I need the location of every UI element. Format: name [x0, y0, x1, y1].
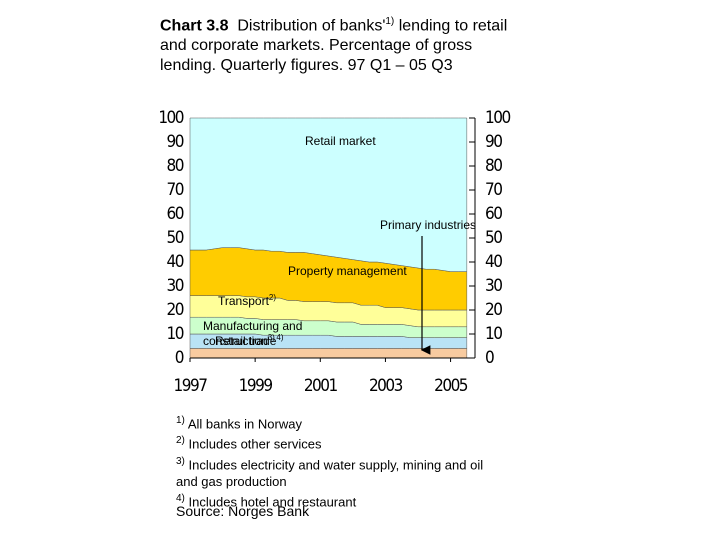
footnote-mark: 2) [176, 435, 185, 447]
footnote-mark: 1) [176, 415, 185, 426]
series-note: 2) [269, 293, 276, 302]
series-label: Retail market [305, 134, 376, 148]
footnote: 1) All banks in Norway [176, 412, 506, 432]
title-note: 1) [385, 16, 395, 27]
y2-tick-label: 10 [485, 324, 502, 344]
series-name: Property management [288, 264, 407, 278]
y-tick-label: 20 [167, 300, 184, 320]
series-note: 3) [268, 333, 275, 342]
y2-tick-label: 20 [485, 300, 502, 320]
x-tick-label: 2001 [304, 376, 338, 396]
y-tick-label: 0 [175, 348, 184, 368]
plot [189, 117, 468, 359]
series-name: Transport [218, 294, 270, 308]
series-label: Retail trade4) [215, 333, 284, 348]
footnote-text: Includes other services [188, 436, 322, 452]
series-label: Manufacturing and construction3) [203, 319, 302, 348]
y2-tick-label: 50 [485, 228, 502, 248]
footnotes: 1) All banks in Norway 2) Includes other … [176, 412, 506, 510]
y-tick-label: 100 [158, 108, 183, 128]
y2-tick-label: 100 [485, 108, 510, 128]
series-note: 4) [276, 333, 283, 342]
y-tick-label: 50 [167, 228, 184, 248]
x-tick-label: 1997 [174, 376, 208, 396]
x-tick-label: 2005 [434, 376, 468, 396]
source: Source: Norges Bank [176, 503, 310, 519]
series-name: Manufacturing and [203, 319, 302, 333]
x-tick-label: 1999 [239, 376, 273, 396]
series-name: Retail market [305, 134, 376, 148]
y-tick-label: 40 [167, 252, 184, 272]
y2-tick-label: 80 [485, 156, 502, 176]
y2-tick-label: 0 [485, 348, 494, 368]
area [189, 117, 468, 272]
footnote: 3) Includes electricity and water supply… [176, 453, 506, 490]
y-tick-label: 10 [167, 324, 184, 344]
footnote: 4) Includes hotel and restaurant [176, 490, 506, 510]
series-name: Primary industries [380, 218, 476, 232]
footnote-mark: 4) [176, 492, 185, 504]
y2-tick-label: 60 [485, 204, 502, 224]
y-tick-label: 80 [167, 156, 184, 176]
series-label: Primary industries [380, 218, 476, 232]
y2-tick-label: 30 [485, 276, 502, 296]
series-name: construction [203, 334, 268, 348]
footnote-text: Includes electricity and water supply, m… [176, 456, 484, 489]
y2-tick-label: 70 [485, 180, 502, 200]
y-tick-label: 60 [167, 204, 184, 224]
title-text: Distribution of banks' [237, 17, 386, 35]
footnote-text: All banks in Norway [187, 416, 302, 432]
y-tick-label: 90 [167, 132, 184, 152]
title-text: lending to retail and corporate markets.… [160, 17, 508, 75]
y-tick-label: 30 [167, 276, 184, 296]
title-label: Chart 3.8 [160, 17, 229, 35]
area [189, 348, 468, 359]
footnote-mark: 3) [176, 455, 185, 467]
series-label: Transport2) [218, 293, 276, 308]
footnote-text: Includes hotel and restaurant [188, 494, 357, 510]
series-label: Property management [288, 264, 407, 278]
y-tick-label: 70 [167, 180, 184, 200]
y2-tick-label: 40 [485, 252, 502, 272]
y2-tick-label: 90 [485, 132, 502, 152]
series-name: Retail trade [215, 334, 277, 348]
x-tick-label: 2003 [369, 376, 403, 396]
footnote: 2) Includes other services [176, 432, 506, 452]
chart-title: Chart 3.8 Distribution of banks'1) lendi… [160, 12, 520, 76]
